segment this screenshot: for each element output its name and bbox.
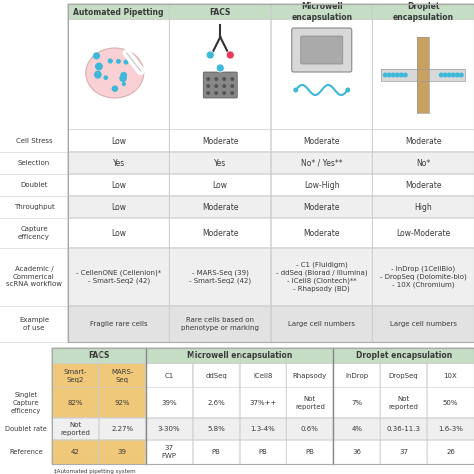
Text: Moderate: Moderate xyxy=(303,228,340,237)
Circle shape xyxy=(222,77,226,81)
FancyBboxPatch shape xyxy=(427,364,474,388)
FancyBboxPatch shape xyxy=(192,440,240,465)
FancyBboxPatch shape xyxy=(286,388,334,418)
FancyBboxPatch shape xyxy=(169,4,271,20)
Text: Reference: Reference xyxy=(9,449,43,455)
Text: ddSeq: ddSeq xyxy=(205,373,227,379)
Text: 0.36-11.3: 0.36-11.3 xyxy=(387,426,420,432)
Text: FACS: FACS xyxy=(88,352,109,361)
Text: 39: 39 xyxy=(118,449,127,455)
Circle shape xyxy=(95,71,101,77)
Circle shape xyxy=(439,73,444,78)
Text: Low-High: Low-High xyxy=(304,181,339,190)
Text: 26: 26 xyxy=(446,449,455,455)
Text: Low: Low xyxy=(111,228,126,237)
Circle shape xyxy=(206,51,214,59)
FancyBboxPatch shape xyxy=(372,152,474,174)
FancyBboxPatch shape xyxy=(146,348,334,365)
FancyBboxPatch shape xyxy=(52,418,99,440)
Text: 2.6%: 2.6% xyxy=(207,400,225,406)
Ellipse shape xyxy=(86,48,144,98)
FancyBboxPatch shape xyxy=(333,348,474,365)
Text: Yes: Yes xyxy=(214,158,227,167)
Text: PB: PB xyxy=(258,449,267,455)
FancyBboxPatch shape xyxy=(99,364,146,388)
FancyBboxPatch shape xyxy=(169,306,271,342)
Circle shape xyxy=(226,51,234,59)
FancyBboxPatch shape xyxy=(301,36,343,64)
FancyBboxPatch shape xyxy=(146,440,193,465)
FancyBboxPatch shape xyxy=(192,364,240,388)
Circle shape xyxy=(122,82,126,86)
Text: 0.6%: 0.6% xyxy=(301,426,319,432)
FancyBboxPatch shape xyxy=(271,130,373,152)
FancyBboxPatch shape xyxy=(372,130,474,152)
FancyBboxPatch shape xyxy=(68,306,170,342)
Circle shape xyxy=(119,74,127,82)
Circle shape xyxy=(451,73,456,78)
Text: Yes: Yes xyxy=(113,158,125,167)
FancyBboxPatch shape xyxy=(68,4,170,20)
Text: ICell8: ICell8 xyxy=(253,373,273,379)
Text: Rhapsody: Rhapsody xyxy=(293,373,327,379)
Circle shape xyxy=(206,84,210,88)
FancyBboxPatch shape xyxy=(169,173,271,196)
Circle shape xyxy=(214,91,218,95)
Text: Droplet
encapsulation: Droplet encapsulation xyxy=(392,2,454,22)
FancyBboxPatch shape xyxy=(427,388,474,418)
FancyBboxPatch shape xyxy=(68,130,170,152)
FancyBboxPatch shape xyxy=(271,20,373,130)
Bar xyxy=(381,69,465,81)
Text: 82%: 82% xyxy=(68,400,83,406)
FancyBboxPatch shape xyxy=(372,306,474,342)
Circle shape xyxy=(216,64,224,72)
Text: No* / Yes**: No* / Yes** xyxy=(301,158,343,167)
Text: Smart-
Seq2: Smart- Seq2 xyxy=(64,369,87,383)
Circle shape xyxy=(383,73,388,78)
Circle shape xyxy=(387,73,392,78)
FancyBboxPatch shape xyxy=(239,418,287,440)
Text: PB: PB xyxy=(305,449,314,455)
Text: Not
reported: Not reported xyxy=(389,396,419,410)
Text: Low: Low xyxy=(111,137,126,146)
FancyBboxPatch shape xyxy=(169,20,271,130)
Text: 36: 36 xyxy=(352,449,361,455)
FancyBboxPatch shape xyxy=(271,218,373,248)
Text: Moderate: Moderate xyxy=(303,202,340,211)
Circle shape xyxy=(94,71,102,79)
Circle shape xyxy=(230,84,234,88)
FancyBboxPatch shape xyxy=(286,440,334,465)
FancyBboxPatch shape xyxy=(372,4,474,20)
Circle shape xyxy=(103,75,108,80)
Text: - MARS-Seq (39)
- Smart-Seq2 (42): - MARS-Seq (39) - Smart-Seq2 (42) xyxy=(189,270,251,284)
FancyBboxPatch shape xyxy=(427,440,474,465)
Circle shape xyxy=(95,63,103,70)
FancyBboxPatch shape xyxy=(52,348,146,365)
FancyBboxPatch shape xyxy=(146,388,193,418)
FancyBboxPatch shape xyxy=(271,173,373,196)
FancyBboxPatch shape xyxy=(427,418,474,440)
Text: Moderate: Moderate xyxy=(202,202,238,211)
FancyBboxPatch shape xyxy=(271,4,373,20)
Circle shape xyxy=(222,91,226,95)
FancyBboxPatch shape xyxy=(333,388,381,418)
Circle shape xyxy=(403,73,408,78)
Text: Large cell numbers: Large cell numbers xyxy=(288,321,355,327)
Circle shape xyxy=(345,88,350,92)
FancyBboxPatch shape xyxy=(68,20,170,130)
Circle shape xyxy=(214,77,218,81)
FancyBboxPatch shape xyxy=(192,388,240,418)
Text: Moderate: Moderate xyxy=(202,137,238,146)
Text: 2.27%: 2.27% xyxy=(111,426,133,432)
Circle shape xyxy=(120,72,127,79)
Text: 4%: 4% xyxy=(351,426,362,432)
FancyBboxPatch shape xyxy=(68,248,170,306)
FancyBboxPatch shape xyxy=(192,418,240,440)
Text: MARS-
Seq: MARS- Seq xyxy=(111,369,134,383)
FancyBboxPatch shape xyxy=(169,196,271,219)
FancyBboxPatch shape xyxy=(271,248,373,306)
Text: 37%++: 37%++ xyxy=(249,400,277,406)
FancyBboxPatch shape xyxy=(286,418,334,440)
FancyBboxPatch shape xyxy=(146,364,193,388)
FancyBboxPatch shape xyxy=(333,440,381,465)
